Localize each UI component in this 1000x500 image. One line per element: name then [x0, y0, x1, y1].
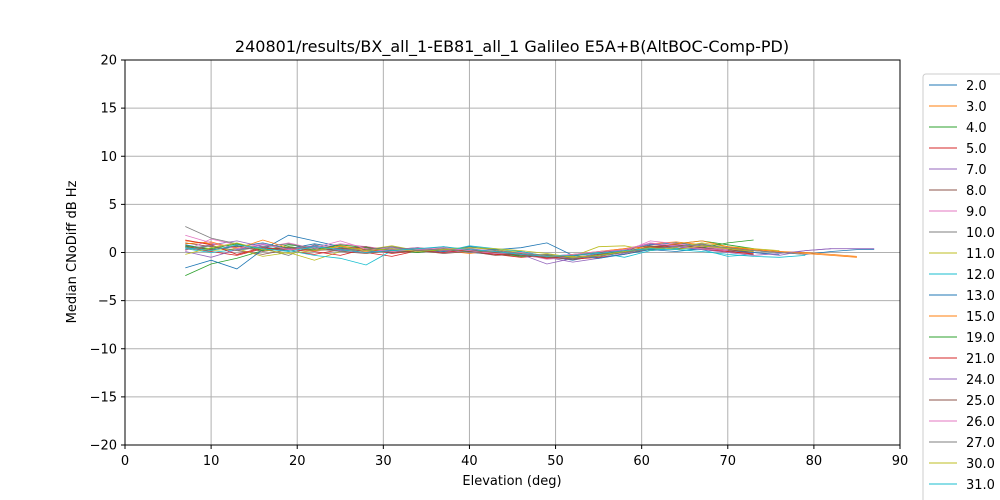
series-line-31.0 [185, 244, 806, 258]
y-axis-ticks: −20 −15 −10 −5 0 5 10 15 20 [90, 54, 125, 454]
legend-label: 5.0 [966, 142, 987, 157]
legend-label: 25.0 [966, 394, 995, 409]
x-tick-label: 40 [461, 454, 478, 469]
legend-label: 26.0 [966, 415, 995, 430]
y-tick-label: 10 [100, 150, 117, 165]
legend-label: 21.0 [966, 352, 995, 367]
y-tick-label: 15 [100, 102, 117, 117]
series-lines [185, 226, 875, 276]
x-axis-ticks: 0 10 20 30 40 50 60 70 80 90 [121, 445, 908, 469]
legend-label: 19.0 [966, 331, 995, 346]
legend-label: 10.0 [966, 226, 995, 241]
legend-label: 8.0 [966, 184, 987, 199]
y-tick-label: 5 [109, 198, 117, 213]
y-tick-label: 20 [100, 54, 117, 69]
series-line-27.0 [185, 243, 806, 259]
y-tick-label: −20 [90, 439, 117, 454]
y-tick-label: −5 [98, 294, 117, 309]
legend-label: 31.0 [966, 478, 995, 493]
x-tick-label: 20 [289, 454, 306, 469]
legend-label: 4.0 [966, 121, 987, 136]
legend-label: 30.0 [966, 457, 995, 472]
x-tick-label: 90 [892, 454, 909, 469]
x-tick-label: 60 [633, 454, 650, 469]
x-tick-label: 10 [203, 454, 220, 469]
legend-frame [922, 73, 1000, 500]
legend: 2.0 3.0 4.0 5.0 7.0 8.0 9.0 10.0 11.0 12.0 13.0 15.… [922, 73, 1000, 500]
series-line-30.0 [185, 242, 754, 258]
y-axis-title: Median CNoDiff dB Hz [65, 180, 80, 323]
legend-label: 11.0 [966, 247, 995, 262]
x-tick-label: 70 [720, 454, 737, 469]
legend-label: 3.0 [966, 100, 987, 115]
y-tick-label: −10 [90, 342, 117, 357]
series-line-25.0 [185, 244, 754, 260]
y-tick-label: −15 [90, 390, 117, 405]
legend-label: 15.0 [966, 310, 995, 325]
legend-label: 12.0 [966, 268, 995, 283]
legend-label: 27.0 [966, 436, 995, 451]
x-tick-label: 80 [806, 454, 823, 469]
chart-title: 240801/results/BX_all_1-EB81_all_1 Galil… [235, 37, 789, 57]
x-tick-label: 50 [547, 454, 564, 469]
y-tick-label: 0 [109, 246, 117, 261]
legend-label: 24.0 [966, 373, 995, 388]
series-line-26.0 [185, 234, 728, 257]
legend-label: 9.0 [966, 205, 987, 220]
legend-label: 2.0 [966, 79, 987, 94]
x-axis-title: Elevation (deg) [462, 474, 561, 489]
legend-label: 7.0 [966, 163, 987, 178]
x-tick-label: 0 [121, 454, 129, 469]
x-tick-label: 30 [375, 454, 392, 469]
legend-label: 13.0 [966, 289, 995, 304]
